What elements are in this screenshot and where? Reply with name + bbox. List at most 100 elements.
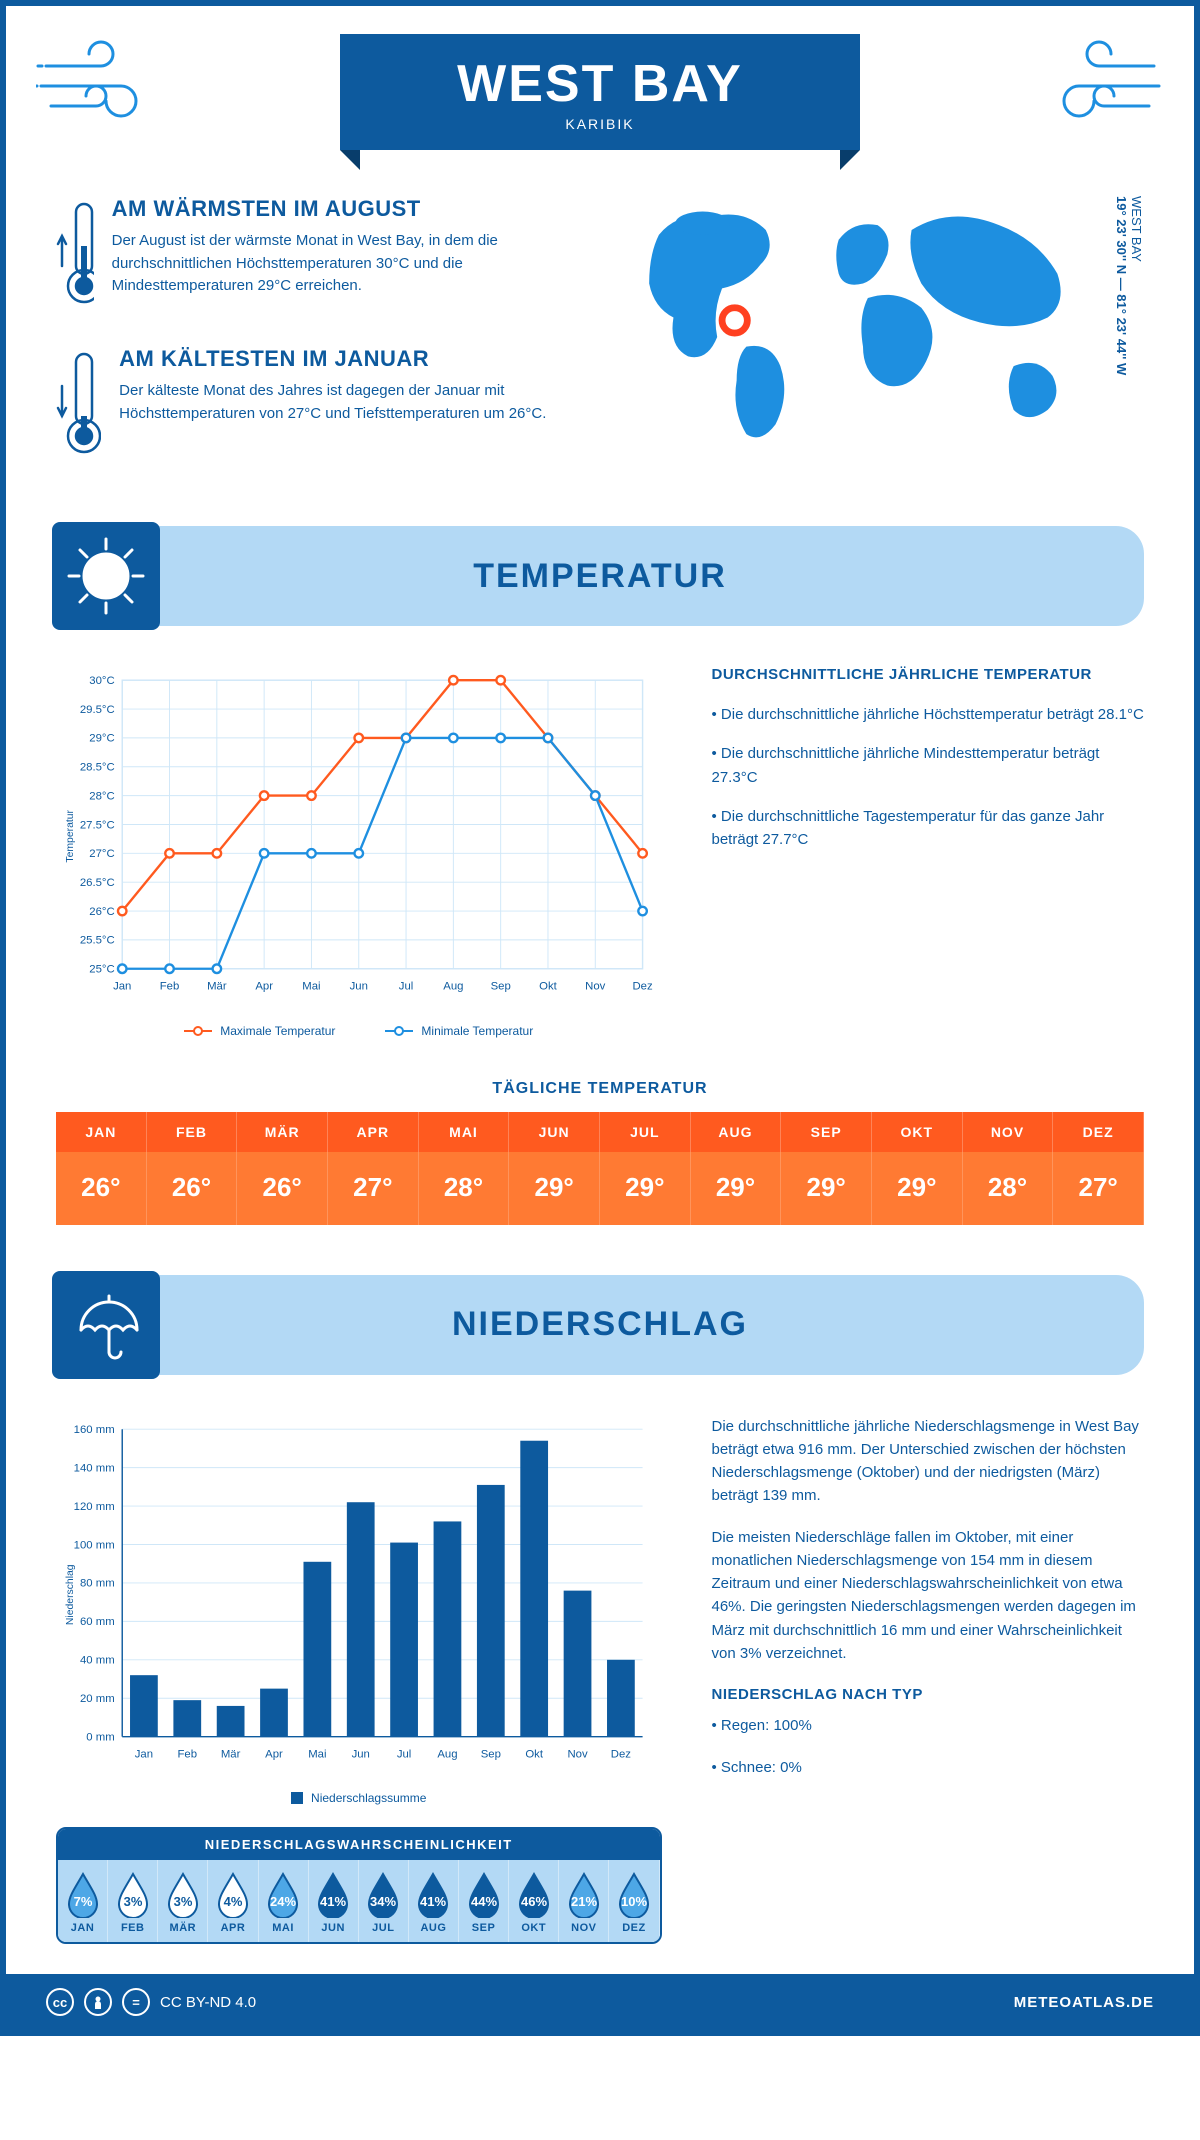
svg-text:Nov: Nov [567, 1748, 588, 1760]
daily-temp-value: 26° [147, 1152, 238, 1225]
probability-cell: 3%MÄR [158, 1860, 208, 1942]
month-header: MÄR [237, 1112, 328, 1152]
svg-text:10%: 10% [621, 1894, 647, 1909]
svg-text:Temperatur: Temperatur [65, 809, 76, 862]
daily-temp-value: 29° [509, 1152, 600, 1225]
sun-icon [52, 522, 160, 630]
daily-temp-value: 26° [237, 1152, 328, 1225]
svg-text:30°C: 30°C [89, 675, 114, 687]
probability-cell: 3%FEB [108, 1860, 158, 1942]
probability-cell: 44%SEP [459, 1860, 509, 1942]
svg-text:40 mm: 40 mm [80, 1654, 115, 1666]
svg-text:Jul: Jul [399, 981, 414, 993]
page-title: WEST BAY [340, 54, 860, 114]
probability-box: NIEDERSCHLAGSWAHRSCHEINLICHKEIT 7%JAN3%F… [56, 1827, 662, 1944]
svg-text:46%: 46% [521, 1894, 547, 1909]
coldest-block: AM KÄLTESTEN IM JANUAR Der kälteste Mona… [56, 346, 580, 466]
svg-text:Jun: Jun [350, 981, 368, 993]
svg-text:Mai: Mai [302, 981, 320, 993]
nd-icon: = [122, 1988, 150, 2016]
location-marker [722, 308, 747, 333]
precip-type-item: • Regen: 100% [712, 1714, 1145, 1737]
month-header: SEP [781, 1112, 872, 1152]
thermometer-cold-icon [56, 346, 101, 466]
svg-text:25.5°C: 25.5°C [80, 935, 115, 947]
svg-text:26.5°C: 26.5°C [80, 877, 115, 889]
svg-text:Feb: Feb [177, 1748, 197, 1760]
month-header: MAI [419, 1112, 510, 1152]
svg-text:Mär: Mär [221, 1748, 241, 1760]
svg-text:41%: 41% [320, 1894, 346, 1909]
umbrella-icon [52, 1271, 160, 1379]
world-map-svg [620, 196, 1106, 449]
warmest-block: AM WÄRMSTEN IM AUGUST Der August ist der… [56, 196, 580, 316]
coldest-text: Der kälteste Monat des Jahres ist dagege… [119, 380, 580, 425]
precip-type-title: NIEDERSCHLAG NACH TYP [712, 1683, 1145, 1706]
probability-cell: 46%OKT [509, 1860, 559, 1942]
world-map: WEST BAY 19° 23' 30'' N — 81° 23' 44'' W [620, 196, 1144, 496]
page-header: WEST BAY KARIBIK [6, 6, 1194, 196]
probability-title: NIEDERSCHLAGSWAHRSCHEINLICHKEIT [58, 1829, 660, 1860]
temperature-section-header: TEMPERATUR [56, 526, 1144, 626]
title-banner: WEST BAY KARIBIK [340, 34, 860, 150]
brand-text: METEOATLAS.DE [1014, 1994, 1154, 2011]
daily-temp-title: TÄGLICHE TEMPERATUR [6, 1080, 1194, 1098]
svg-text:Apr: Apr [265, 1748, 283, 1760]
svg-text:Okt: Okt [539, 981, 557, 993]
daily-temp-value: 29° [600, 1152, 691, 1225]
month-header: JUL [600, 1112, 691, 1152]
svg-text:Okt: Okt [525, 1748, 543, 1760]
daily-temp-value: 28° [419, 1152, 510, 1225]
daily-temp-value: 29° [691, 1152, 782, 1225]
svg-text:Feb: Feb [160, 981, 180, 993]
svg-text:3%: 3% [173, 1894, 192, 1909]
precip-paragraph: Die durchschnittliche jährliche Niedersc… [712, 1415, 1145, 1508]
svg-text:Jul: Jul [397, 1748, 412, 1760]
svg-text:Niederschlag: Niederschlag [65, 1564, 76, 1625]
license-text: CC BY-ND 4.0 [160, 1994, 256, 2011]
svg-text:29.5°C: 29.5°C [80, 704, 115, 716]
svg-text:80 mm: 80 mm [80, 1577, 115, 1589]
svg-text:21%: 21% [571, 1894, 597, 1909]
warmest-title: AM WÄRMSTEN IM AUGUST [112, 196, 580, 222]
probability-cell: 10%DEZ [609, 1860, 659, 1942]
svg-text:41%: 41% [420, 1894, 446, 1909]
probability-cell: 41%AUG [409, 1860, 459, 1942]
wind-icon [36, 36, 186, 141]
month-header: AUG [691, 1112, 782, 1152]
coldest-title: AM KÄLTESTEN IM JANUAR [119, 346, 580, 372]
svg-text:Sep: Sep [491, 981, 511, 993]
daily-temp-value: 29° [872, 1152, 963, 1225]
svg-text:29°C: 29°C [89, 733, 114, 745]
daily-temp-value: 29° [781, 1152, 872, 1225]
probability-cell: 21%NOV [559, 1860, 609, 1942]
svg-text:Jun: Jun [352, 1748, 370, 1760]
month-header: DEZ [1053, 1112, 1144, 1152]
page-footer: cc = CC BY-ND 4.0 METEOATLAS.DE [6, 1974, 1194, 2030]
svg-text:26°C: 26°C [89, 906, 114, 918]
daily-temp-value: 26° [56, 1152, 147, 1225]
thermometer-hot-icon [56, 196, 94, 316]
svg-text:Jan: Jan [135, 1748, 153, 1760]
probability-cell: 24%MAI [259, 1860, 309, 1942]
precip-paragraph: Die meisten Niederschläge fallen im Okto… [712, 1526, 1145, 1666]
month-header: FEB [147, 1112, 238, 1152]
probability-cell: 34%JUL [359, 1860, 409, 1942]
svg-text:28°C: 28°C [89, 790, 114, 802]
section-title: TEMPERATUR [473, 557, 727, 596]
temp-info-title: DURCHSCHNITTLICHE JÄHRLICHE TEMPERATUR [712, 666, 1145, 683]
section-title: NIEDERSCHLAG [452, 1305, 748, 1344]
svg-text:60 mm: 60 mm [80, 1616, 115, 1628]
svg-text:140 mm: 140 mm [74, 1462, 115, 1474]
svg-text:4%: 4% [224, 1894, 243, 1909]
daily-temp-value: 28° [963, 1152, 1054, 1225]
page-subtitle: KARIBIK [340, 116, 860, 132]
svg-text:3%: 3% [123, 1894, 142, 1909]
month-header: NOV [963, 1112, 1054, 1152]
probability-cell: 41%JUN [309, 1860, 359, 1942]
svg-text:Dez: Dez [611, 1748, 632, 1760]
temp-bullet: • Die durchschnittliche jährliche Mindes… [712, 742, 1145, 789]
precip-legend: Niederschlagssumme [56, 1791, 662, 1805]
svg-text:28.5°C: 28.5°C [80, 762, 115, 774]
svg-text:0 mm: 0 mm [86, 1731, 114, 1743]
